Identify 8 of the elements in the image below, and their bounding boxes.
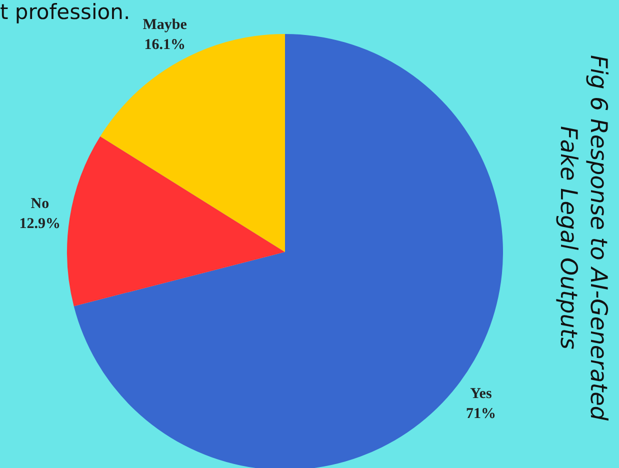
slice-label: No xyxy=(30,196,50,212)
text: t profession. xyxy=(0,0,130,24)
data-label: 12.9% xyxy=(19,216,61,232)
slice-label: Maybe xyxy=(142,16,188,33)
text: Fig 6 Response to AI-Generated Fake Legal Outputs xyxy=(554,54,612,423)
data-label: 16.1% xyxy=(144,36,186,53)
data-label: 71% xyxy=(466,406,496,422)
slice-label: Yes xyxy=(470,386,492,402)
